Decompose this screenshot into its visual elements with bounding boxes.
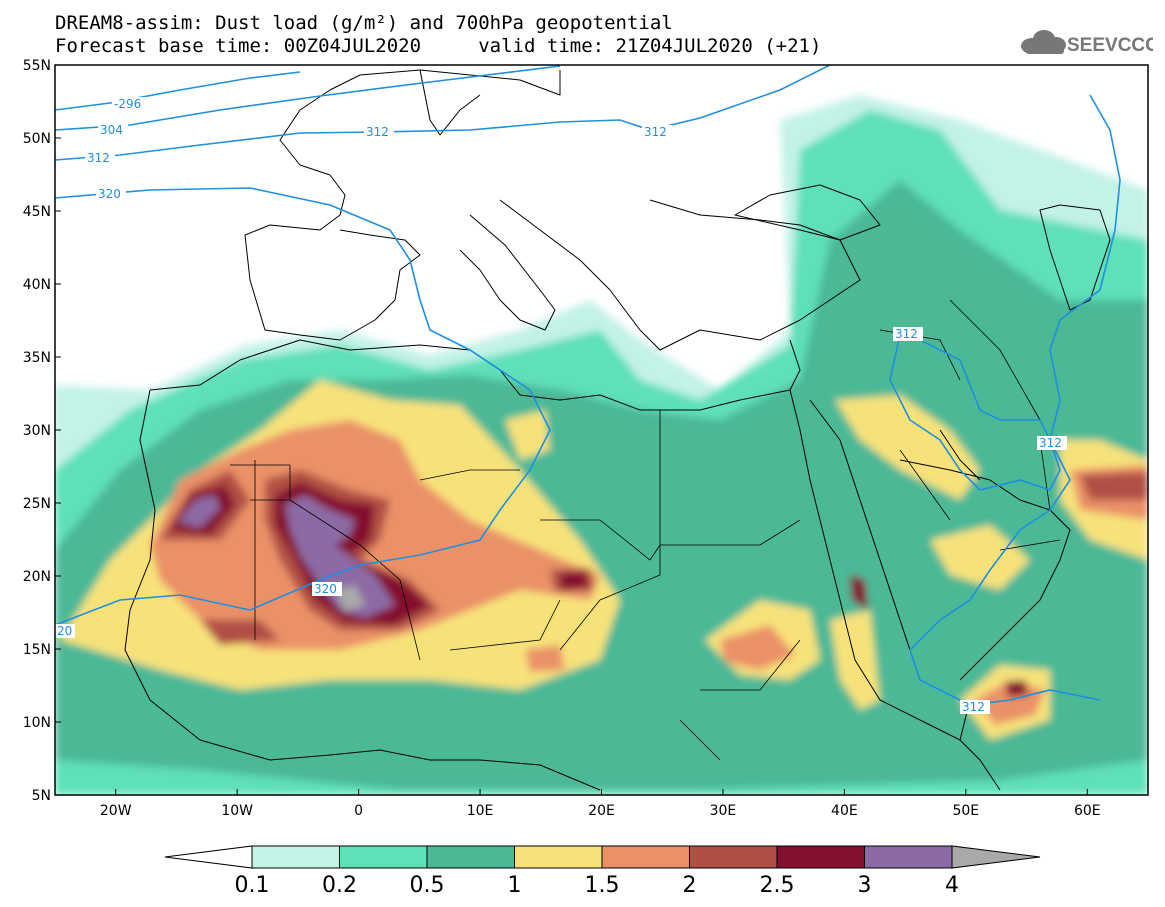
colorbar-swatch — [514, 845, 603, 869]
longitude-axis: 20W 10W 0 10E 20E 30E 40E 50E 60E — [100, 789, 1101, 819]
lon-tick-label: 20E — [588, 803, 615, 819]
lat-tick-label: 50N — [23, 131, 51, 147]
dust-band-3 — [178, 495, 220, 528]
contour-label: 304 — [100, 123, 123, 137]
coast-europe — [244, 69, 561, 236]
lat-tick-label: 5N — [32, 788, 51, 804]
lon-tick-label: 40E — [831, 803, 858, 819]
colorbar-tick-label: 2 — [683, 873, 697, 898]
colorbar-tick-label: 0.2 — [322, 873, 357, 898]
colorbar-tick-label: 2.5 — [760, 873, 795, 898]
lat-tick-label: 20N — [23, 569, 51, 585]
coast-italy — [459, 214, 556, 331]
coast-east-africa — [959, 739, 1001, 791]
lon-tick-label: 0 — [354, 803, 363, 819]
lat-tick-label: 10N — [23, 715, 51, 731]
contour-label: 312 — [895, 327, 918, 341]
borders — [230, 299, 1061, 761]
colorbar-tick-label: 1.5 — [585, 873, 620, 898]
contour-296 — [55, 71, 301, 111]
lat-tick-label: 35N — [23, 350, 51, 366]
lat-tick-label: 40N — [23, 277, 51, 293]
coast-iberia — [244, 229, 421, 341]
dust-band-4 — [335, 585, 365, 612]
contour-label: 20 — [57, 624, 72, 638]
lat-tick-label: 15N — [23, 642, 51, 658]
colorbar-swatch — [251, 845, 340, 869]
coastlines — [124, 69, 1111, 791]
lat-tick-label: 30N — [23, 423, 51, 439]
colorbar-swatch — [601, 845, 690, 869]
lon-tick-label: 60E — [1074, 803, 1101, 819]
contour-label: 320 — [314, 582, 337, 596]
colorbar-high-arrow — [951, 845, 1041, 869]
title-line-1: DREAM8-assim: Dust load (g/m²) and 700hP… — [55, 12, 673, 34]
coast-balkans — [499, 199, 861, 351]
colorbar: 0.1 0.2 0.5 1 1.5 2 2.5 3 4 — [164, 845, 1041, 898]
lon-tick-label: 10W — [221, 803, 253, 819]
colorbar-tick-label: 1 — [508, 873, 522, 898]
latitude-axis: 55N 50N 45N 40N 35N 30N 25N 20N 15N 10N 5N — [23, 58, 61, 804]
contour-labels: -296 304 312 320 312 312 312 320 20 312 … — [55, 97, 1067, 714]
contour-312 — [55, 65, 831, 161]
colorbar-swatch — [864, 845, 953, 869]
seevccc-logo: SEEVCCC — [1021, 30, 1153, 56]
title-line-2: Forecast base time: 00Z04JUL2020 valid t… — [55, 35, 822, 57]
contour-label: 312 — [366, 125, 389, 139]
dust-field: -296 304 312 320 312 312 312 320 20 312 … — [55, 65, 1148, 795]
lat-tick-label: 45N — [23, 204, 51, 220]
colorbar-swatch — [689, 845, 778, 869]
contour-label: 312 — [87, 151, 110, 165]
coast-arabia — [899, 429, 1071, 681]
lon-tick-label: 10E — [467, 803, 494, 819]
colorbar-tick-label: 0.1 — [235, 873, 270, 898]
coast-west-africa — [124, 389, 601, 791]
lon-tick-label: 20W — [100, 803, 132, 819]
colorbar-swatch — [339, 845, 428, 869]
contour-label: -296 — [114, 97, 141, 111]
colorbar-swatch — [426, 845, 515, 869]
colorbar-swatch — [776, 845, 865, 869]
coast-north-africa — [149, 339, 801, 411]
coast-blacksea — [734, 184, 881, 241]
contour-label: 312 — [644, 125, 667, 139]
lon-tick-label: 30E — [710, 803, 737, 819]
colorbar-tick-label: 4 — [945, 873, 959, 898]
lat-tick-label: 25N — [23, 496, 51, 512]
contour-320 — [55, 187, 551, 626]
contour-label: 312 — [1039, 436, 1062, 450]
colorbar-tick-label: 3 — [858, 873, 872, 898]
logo-text: SEEVCCC — [1067, 35, 1153, 56]
coast-caspian — [1039, 204, 1111, 311]
cloud-icon — [1021, 30, 1066, 54]
contour-label: 312 — [962, 700, 985, 714]
lat-tick-label: 55N — [23, 58, 51, 74]
colorbar-tick-label: 0.5 — [410, 873, 445, 898]
lon-tick-label: 50E — [952, 803, 979, 819]
contour-label: 320 — [98, 187, 121, 201]
colorbar-low-arrow — [164, 845, 253, 869]
